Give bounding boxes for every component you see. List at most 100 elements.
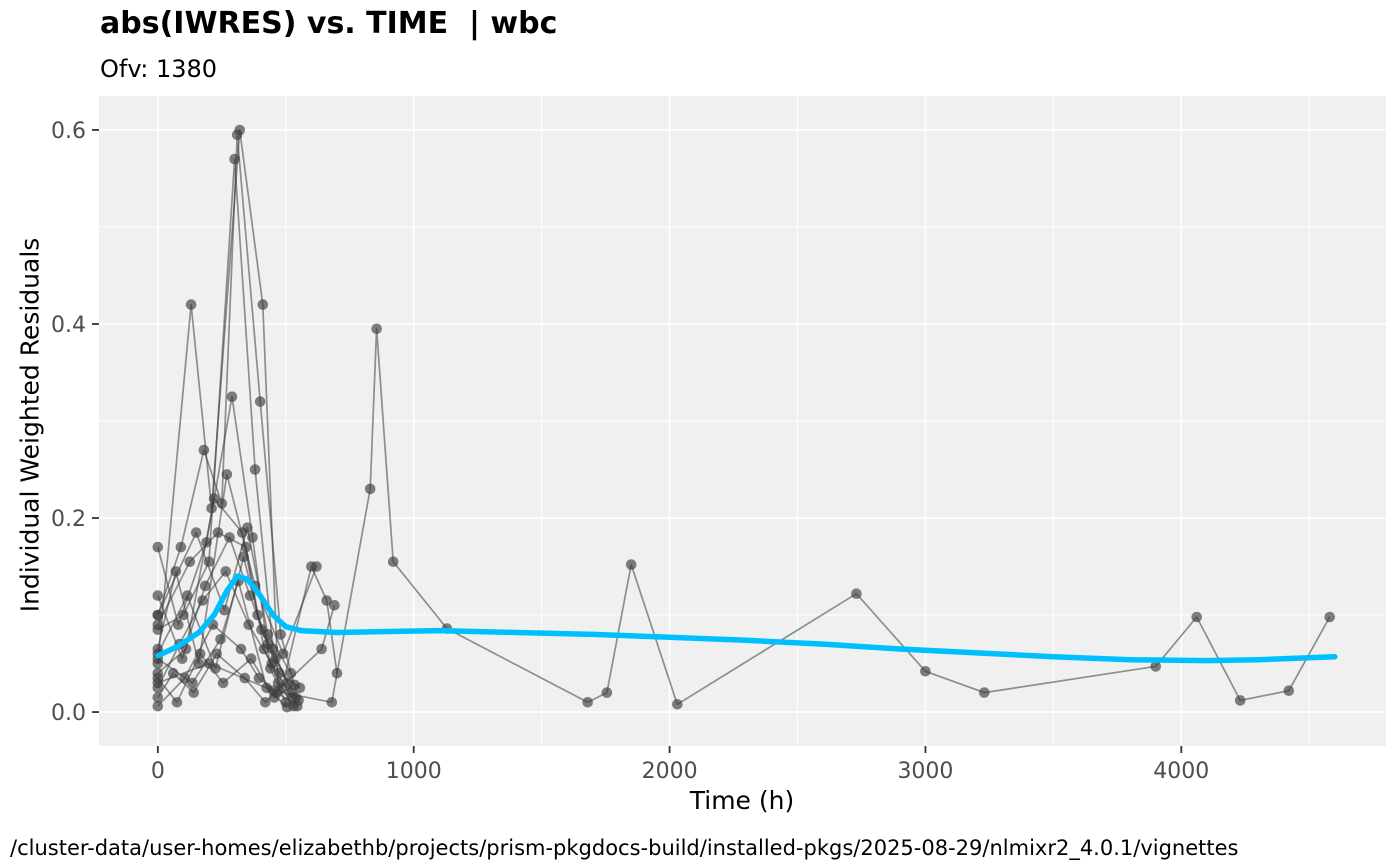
footer-path: /cluster-data/user-homes/elizabethb/proj… (10, 836, 1239, 860)
data-point (329, 600, 340, 611)
data-point (1324, 611, 1335, 623)
data-point (188, 687, 199, 698)
data-point (193, 658, 205, 669)
data-point (258, 643, 270, 655)
x-tick-label: 0 (151, 759, 165, 784)
data-point (387, 556, 399, 567)
data-point (152, 700, 164, 712)
data-point (625, 559, 637, 570)
data-point (185, 299, 197, 310)
data-point (242, 522, 253, 533)
data-point (179, 672, 190, 684)
data-point (254, 396, 266, 407)
data-point (1191, 611, 1202, 623)
x-tick-label: 4000 (1153, 759, 1209, 784)
data-point (247, 532, 258, 543)
data-point (152, 677, 164, 689)
data-point (252, 609, 263, 621)
data-point (243, 619, 254, 630)
x-tick-label: 2000 (642, 759, 698, 784)
data-point (277, 648, 289, 660)
data-point (229, 153, 240, 165)
data-point (152, 619, 164, 630)
data-point (245, 653, 257, 664)
data-point (215, 634, 226, 645)
data-point (201, 537, 212, 548)
chart-subtitle: Ofv: 1380 (100, 55, 218, 83)
data-point (167, 667, 179, 679)
data-point (178, 609, 189, 621)
data-point (199, 580, 211, 592)
data-point (260, 697, 271, 708)
data-point (274, 667, 285, 679)
data-point (212, 527, 224, 538)
data-point (582, 697, 593, 708)
data-point (672, 699, 683, 710)
data-point (851, 588, 862, 599)
data-point (286, 692, 298, 703)
x-tick-label: 3000 (897, 759, 953, 784)
y-tick-label: 0.2 (51, 507, 86, 532)
data-point (267, 685, 279, 696)
data-point (194, 648, 206, 660)
data-point (262, 629, 274, 640)
data-point (219, 604, 230, 616)
data-point (208, 493, 220, 504)
data-point (285, 667, 297, 679)
data-point (171, 697, 183, 708)
data-point (601, 687, 613, 698)
data-point (234, 124, 245, 136)
data-point (920, 666, 931, 677)
data-point (266, 658, 278, 669)
data-point (240, 541, 252, 553)
data-point (152, 609, 164, 621)
data-point (217, 677, 229, 689)
data-point (184, 556, 196, 567)
data-point (173, 619, 184, 630)
data-point (281, 701, 293, 713)
data-point (152, 590, 164, 601)
data-point (152, 541, 164, 553)
page-title: abs(IWRES) vs. TIME | wbc (100, 6, 558, 41)
data-point (198, 444, 210, 456)
y-tick-label: 0.0 (51, 701, 86, 726)
data-point (276, 682, 288, 694)
data-point (289, 679, 301, 691)
data-point (216, 498, 228, 509)
x-axis-label: Time (h) (689, 786, 795, 815)
data-point (203, 556, 215, 567)
data-point (221, 469, 233, 480)
data-point (311, 561, 322, 572)
data-point (249, 464, 261, 475)
data-point (316, 643, 327, 655)
data-point (1150, 661, 1161, 672)
data-point (187, 677, 198, 689)
x-tick-label: 1000 (386, 759, 442, 784)
data-point (190, 527, 202, 538)
data-point (275, 629, 287, 640)
data-point (224, 532, 235, 543)
data-point (175, 541, 187, 553)
y-axis-label: Individual Weighted Residuals (15, 237, 45, 613)
data-point (257, 299, 269, 310)
data-point (197, 595, 208, 606)
data-point (203, 658, 215, 669)
data-point (170, 566, 182, 577)
subject-line (156, 133, 300, 701)
data-point (253, 672, 265, 684)
data-point (235, 643, 247, 655)
data-point (326, 697, 338, 708)
data-point (206, 503, 217, 514)
data-point (292, 700, 303, 712)
data-point (239, 672, 251, 684)
subject-line (157, 327, 1331, 706)
data-point (371, 323, 382, 335)
data-point (211, 648, 222, 660)
data-point (176, 653, 188, 664)
data-point (364, 483, 376, 495)
data-point (1283, 685, 1295, 696)
data-point (220, 566, 231, 577)
data-point (238, 551, 249, 563)
data-point (152, 692, 164, 703)
